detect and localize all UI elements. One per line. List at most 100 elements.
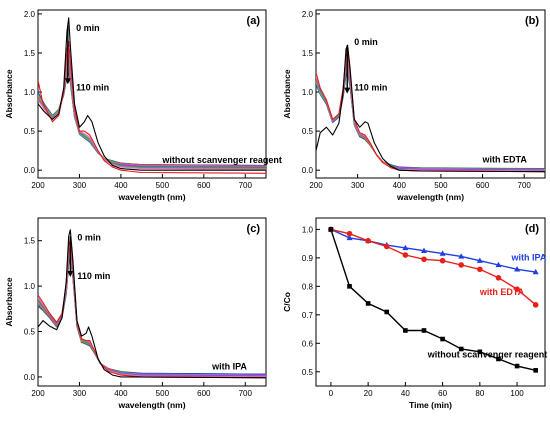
spectrum-line — [38, 40, 266, 174]
x-tick-label: 200 — [31, 389, 45, 398]
y-tick-label: 0.0 — [302, 166, 314, 175]
x-tick-label: 600 — [197, 181, 211, 190]
x-tick-label: 700 — [239, 389, 253, 398]
y-tick-label: 0.6 — [302, 339, 314, 348]
series-label: with IPA — [510, 253, 546, 263]
plot-area — [38, 229, 266, 379]
annotation: 110 min — [76, 82, 109, 92]
y-tick-label: 1.5 — [24, 49, 36, 58]
spectrum-line — [38, 229, 266, 379]
y-tick-label: 0.0 — [24, 166, 36, 175]
x-axis-label: wavelength (nm) — [396, 192, 464, 202]
y-tick-label: 1.0 — [24, 282, 36, 291]
data-point — [496, 356, 501, 362]
x-tick-label: 700 — [518, 181, 532, 190]
annotation: without scanvenger reagent — [161, 155, 282, 165]
x-tick-label: 40 — [401, 389, 410, 398]
panel-4: 0 20 40 60 80 100 0.5 0.6 0.7 0.8 0.9 1.0 Time (min)… — [282, 217, 547, 410]
data-point — [476, 257, 483, 263]
data-point — [440, 336, 445, 342]
data-point — [383, 243, 390, 250]
x-tick-label: 200 — [31, 181, 45, 190]
y-tick-label: 1.0 — [302, 88, 314, 97]
y-tick-label: 0.0 — [24, 373, 36, 382]
data-point — [477, 349, 483, 355]
spectrum-line — [316, 44, 545, 173]
y-tick-label: 1.0 — [24, 88, 36, 97]
decay-arrow-head — [344, 87, 351, 94]
data-point — [420, 247, 427, 253]
panel-label: (b) — [525, 15, 539, 27]
annotation: 110 min — [77, 271, 110, 281]
data-point — [514, 266, 521, 272]
y-tick-label: 1.5 — [302, 49, 314, 58]
x-axis-label: wavelength (nm) — [117, 192, 185, 202]
series-label: with EDTA — [479, 287, 525, 297]
y-axis-label: C/Co — [282, 292, 292, 312]
data-point — [365, 237, 371, 244]
y-tick-label: 2.0 — [302, 10, 314, 19]
panel-2: 200 300 400 500 600 700 0.0 0.5 1.0 1.5 2.0 wavelen… — [282, 9, 546, 202]
y-tick-label: 0.5 — [24, 328, 36, 337]
decay-arrow-head — [67, 271, 74, 278]
spectrum-line — [38, 17, 266, 171]
kinetic-line — [330, 228, 536, 273]
data-point — [403, 328, 408, 333]
y-tick-label: 0.8 — [302, 282, 314, 291]
y-tick-label: 2.0 — [24, 10, 36, 19]
annotation: with EDTA — [482, 154, 528, 164]
data-point — [421, 256, 427, 263]
y-axis-label: Absorbance — [282, 69, 292, 118]
data-point — [439, 257, 446, 264]
x-tick-label: 600 — [197, 389, 211, 398]
plot-area — [316, 44, 545, 173]
x-tick-label: 400 — [114, 181, 128, 190]
x-tick-label: 20 — [364, 389, 373, 398]
data-point — [533, 368, 538, 373]
annotation: 110 min — [354, 82, 387, 92]
plot-frame — [37, 9, 267, 179]
x-tick-label: 200 — [309, 181, 323, 190]
annotation: 0 min — [76, 23, 100, 33]
panel-1: 200 300 400 500 600 700 0.0 0.5 1.0 1.5 2.0 wavelen… — [4, 9, 282, 202]
annotation: 0 min — [354, 37, 378, 47]
x-tick-label: 400 — [114, 389, 128, 398]
x-tick-label: 300 — [73, 181, 87, 190]
data-point — [346, 234, 353, 241]
decay-arrow-head — [64, 78, 71, 85]
data-point — [458, 346, 464, 352]
x-tick-label: 500 — [434, 181, 448, 190]
data-point — [402, 252, 409, 258]
panel-label: (c) — [247, 223, 261, 235]
y-tick-label: 0.7 — [302, 311, 314, 320]
plot-frame — [315, 217, 546, 387]
x-tick-label: 700 — [239, 181, 253, 190]
y-tick-label: 1.0 — [302, 225, 314, 234]
panel-3: 200 300 400 500 600 700 0.0 0.5 1.0 1.5 wavelength… — [4, 217, 267, 410]
data-point — [458, 262, 465, 268]
spectrum-line — [38, 238, 266, 379]
spectrum-line — [38, 258, 266, 375]
x-tick-label: 0 — [329, 389, 334, 398]
plot-frame — [315, 9, 546, 179]
data-point — [439, 250, 446, 256]
plot-area — [330, 228, 537, 371]
data-point — [384, 309, 390, 315]
annotation: 0 min — [77, 233, 101, 243]
data-point — [458, 253, 465, 259]
data-point — [328, 227, 334, 232]
x-tick-label: 400 — [393, 181, 407, 190]
data-point — [402, 244, 409, 251]
x-axis-label: Time (min) — [409, 400, 452, 410]
data-point — [495, 274, 502, 281]
data-point — [495, 261, 502, 268]
panel-label: (d) — [525, 223, 539, 235]
data-point — [477, 266, 483, 273]
x-tick-label: 300 — [73, 389, 87, 398]
y-tick-label: 0.5 — [24, 127, 36, 136]
y-axis-label: Absorbance — [4, 277, 14, 326]
x-tick-label: 60 — [438, 389, 447, 398]
data-point — [532, 302, 539, 308]
x-tick-label: 80 — [475, 389, 484, 398]
